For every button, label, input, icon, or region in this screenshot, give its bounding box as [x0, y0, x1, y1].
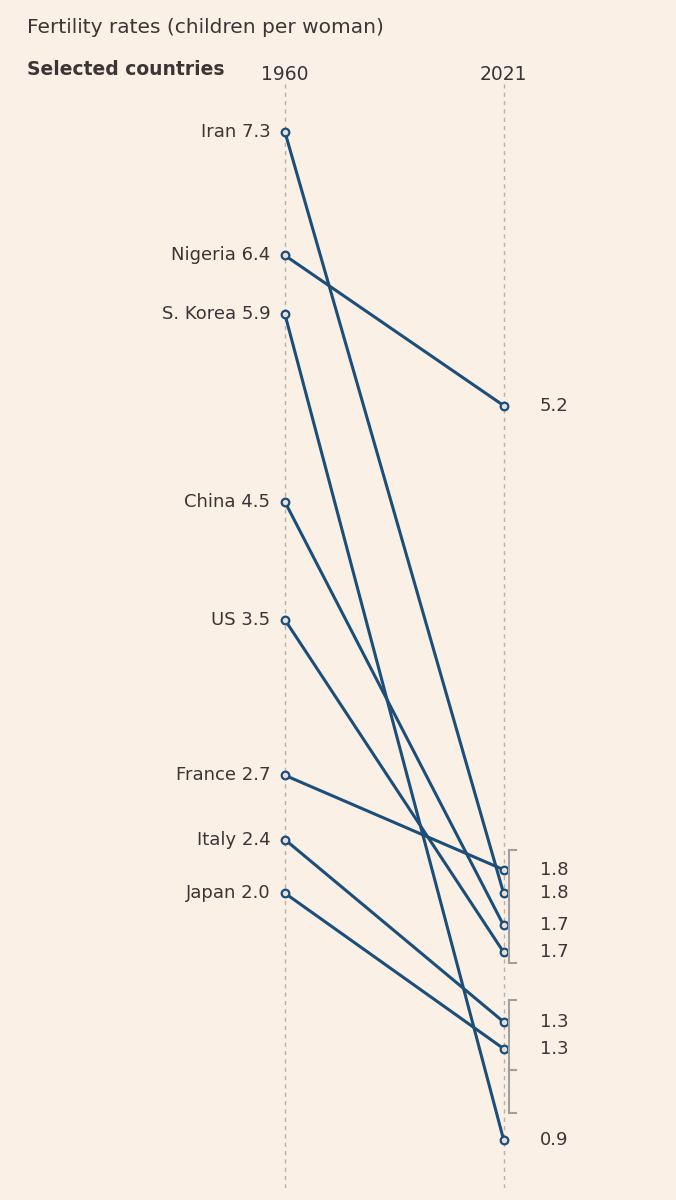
Text: Nigeria 6.4: Nigeria 6.4 [171, 246, 270, 264]
Text: US 3.5: US 3.5 [212, 611, 270, 629]
Text: Fertility rates (children per woman): Fertility rates (children per woman) [27, 18, 384, 37]
Text: 5.2: 5.2 [540, 396, 569, 414]
Text: 2021: 2021 [480, 65, 527, 84]
Text: France 2.7: France 2.7 [176, 767, 270, 785]
Text: Iran 7.3: Iran 7.3 [201, 124, 270, 142]
Text: 1.7: 1.7 [540, 917, 569, 935]
Text: 1960: 1960 [261, 65, 309, 84]
Text: Italy 2.4: Italy 2.4 [197, 830, 270, 848]
Text: 1.7: 1.7 [540, 943, 569, 961]
Text: 1.3: 1.3 [540, 1013, 569, 1031]
Text: Selected countries: Selected countries [27, 60, 224, 79]
Text: S. Korea 5.9: S. Korea 5.9 [162, 306, 270, 324]
Text: 0.9: 0.9 [540, 1130, 569, 1148]
Text: China 4.5: China 4.5 [185, 493, 270, 511]
Text: 1.8: 1.8 [540, 884, 569, 902]
Text: 1.8: 1.8 [540, 860, 569, 878]
Text: Japan 2.0: Japan 2.0 [186, 884, 270, 902]
Text: 1.3: 1.3 [540, 1039, 569, 1057]
